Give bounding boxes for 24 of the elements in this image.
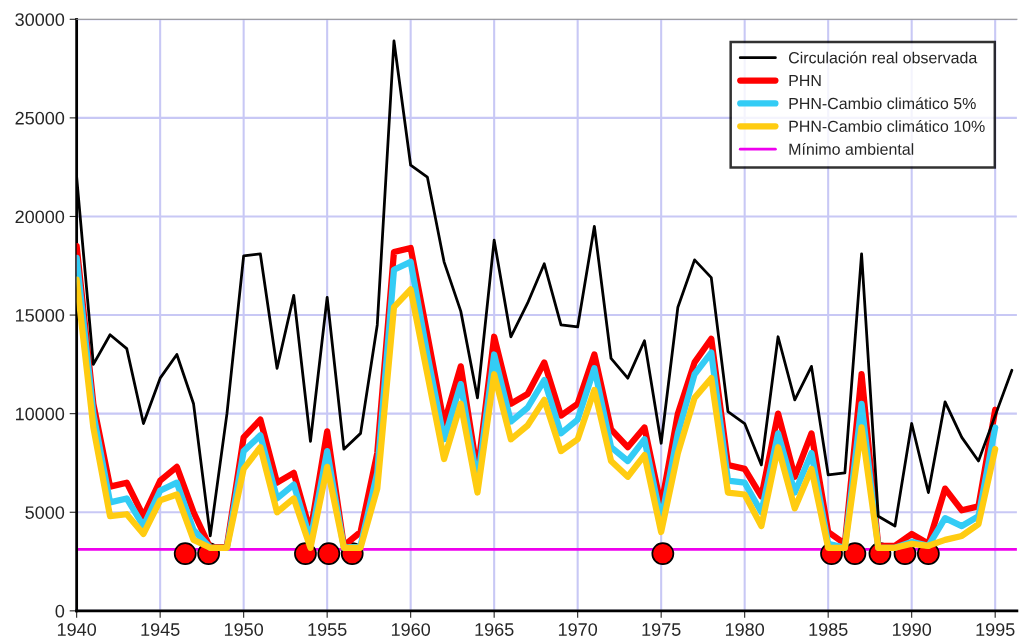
x-tick-label: 1990: [892, 623, 932, 636]
x-tick-label: 1995: [976, 623, 1015, 636]
y-tick-label: 5000: [25, 506, 65, 519]
x-tick-label: 1985: [809, 623, 848, 636]
legend-label: Circulación real observada: [788, 51, 978, 64]
y-tick-label: 15000: [16, 309, 65, 322]
y-tick-label: 10000: [16, 407, 65, 421]
x-tick-label: 1955: [308, 623, 347, 636]
x-tick-label: 1975: [642, 623, 681, 636]
y-tick-label: 25000: [15, 111, 65, 125]
x-tick-label: 1950: [224, 623, 264, 636]
legend-label: PHN-Cambio climático 10%: [789, 120, 985, 133]
legend-label: PHN-Cambio climático 5%: [789, 97, 976, 110]
y-tick-label: 30000: [15, 13, 65, 27]
x-tick-label: 1960: [391, 623, 431, 636]
x-tick-label: 1970: [558, 623, 598, 636]
legend-label: PHN: [789, 75, 821, 87]
y-tick-label: 0: [55, 604, 65, 618]
x-tick-label: 1965: [475, 623, 514, 636]
y-tick-label: 20000: [15, 210, 65, 224]
x-tick-label: 1945: [141, 623, 180, 636]
x-tick-label: 1980: [725, 623, 765, 636]
x-tick-label: 1940: [57, 623, 97, 636]
legend-label: Mínimo ambiental: [789, 142, 914, 155]
